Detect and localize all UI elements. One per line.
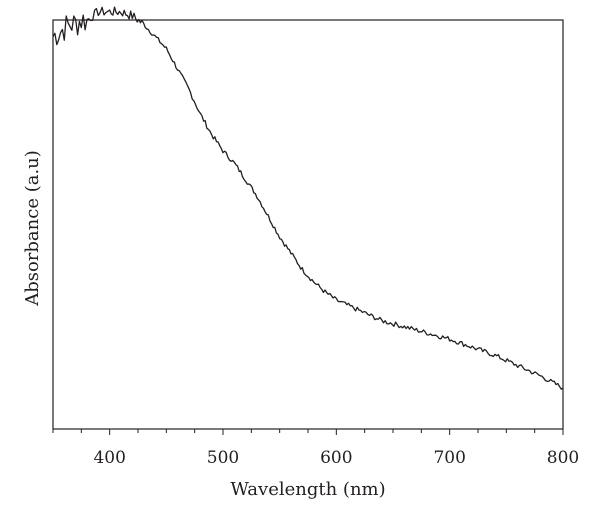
absorbance-curve: [52, 6, 564, 390]
x-tick-label: 500: [207, 448, 239, 468]
x-tick-label: 800: [547, 448, 579, 468]
y-axis-title: Absorbance (a.u): [22, 150, 43, 307]
x-axis-title: Wavelength (nm): [230, 479, 385, 500]
x-axis-ticks: [52, 429, 564, 435]
x-axis-tick-labels: 400 500 600 700 800: [93, 448, 579, 468]
plot-frame: [52, 19, 564, 430]
x-tick-label: 400: [93, 448, 125, 468]
x-tick-label: 600: [320, 448, 352, 468]
x-tick-label: 700: [433, 448, 465, 468]
